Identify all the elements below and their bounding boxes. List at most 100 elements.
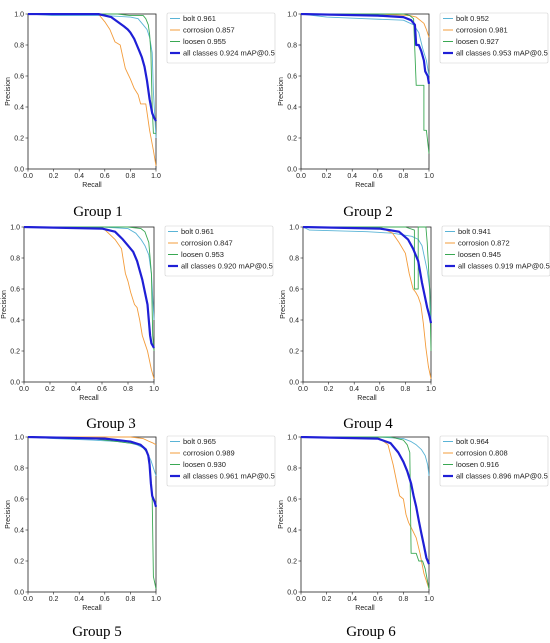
- y-tick-label: 0.0: [287, 589, 297, 596]
- y-axis-label: Precision: [278, 500, 285, 529]
- x-tick-label: 0.6: [97, 386, 107, 393]
- x-tick-label: 0.2: [45, 386, 55, 393]
- legend-label-corrosion: corrosion 0.808: [456, 449, 508, 458]
- x-tick-label: 1.0: [151, 173, 161, 180]
- series-line-all: [23, 226, 155, 349]
- y-tick-label: 0.4: [289, 317, 299, 324]
- curves-group: [300, 13, 430, 154]
- y-tick-label: 1.0: [14, 434, 24, 441]
- y-tick-label: 0.0: [287, 166, 297, 173]
- y-tick-label: 0.2: [287, 558, 297, 565]
- x-tick-label: 0.0: [296, 596, 306, 603]
- x-tick-label: 1.0: [149, 386, 159, 393]
- x-axis-label: Recall: [355, 605, 375, 612]
- y-tick-label: 0.4: [14, 104, 24, 111]
- legend-label-all: all classes 0.896 mAP@0.5: [456, 472, 548, 481]
- legend-label-bolt: bolt 0.965: [183, 437, 216, 446]
- x-tick-label: 0.2: [49, 173, 59, 180]
- y-tick-label: 0.8: [289, 255, 299, 262]
- x-tick-label: 0.8: [126, 173, 136, 180]
- legend: bolt 0.964 corrosion 0.808 loosen 0.916 all…: [439, 435, 549, 487]
- y-tick-label: 0.6: [10, 286, 20, 293]
- legend: bolt 0.961 corrosion 0.857 loosen 0.955 all…: [166, 12, 276, 64]
- y-axis-label: Precision: [5, 500, 12, 529]
- y-tick-label: 1.0: [287, 434, 297, 441]
- legend-box: [166, 435, 276, 487]
- legend-label-corrosion: corrosion 0.872: [458, 239, 510, 248]
- legend: bolt 0.961 corrosion 0.847 loosen 0.953 all…: [164, 225, 274, 277]
- series-line-loosen: [301, 13, 430, 154]
- legend-label-all: all classes 0.961 mAP@0.5: [183, 472, 275, 481]
- legend-box: [439, 435, 549, 487]
- legend: bolt 0.952 corrosion 0.981 loosen 0.927 all…: [439, 12, 549, 64]
- x-tick-label: 0.0: [23, 596, 33, 603]
- chart-caption: Group 1: [73, 204, 123, 220]
- plot-frame: [23, 226, 155, 383]
- legend-box: [441, 225, 550, 277]
- x-tick-label: 0.4: [349, 386, 359, 393]
- y-tick-label: 1.0: [289, 224, 299, 231]
- y-tick-label: 0.6: [287, 496, 297, 503]
- x-tick-label: 0.2: [324, 386, 334, 393]
- y-axis-label: Precision: [278, 77, 285, 106]
- legend: bolt 0.965 corrosion 0.989 loosen 0.930 all…: [166, 435, 276, 487]
- series-line-all: [300, 436, 430, 565]
- plot-frame: [302, 226, 432, 383]
- x-tick-label: 0.6: [100, 173, 110, 180]
- x-tick-label: 0.2: [322, 173, 332, 180]
- y-tick-label: 0.0: [14, 589, 24, 596]
- curves-group: [300, 436, 430, 590]
- y-tick-label: 0.8: [10, 255, 20, 262]
- x-tick-label: 0.0: [19, 386, 29, 393]
- legend-label-all: all classes 0.919 mAP@0.5: [458, 262, 550, 271]
- x-tick-label: 0.4: [347, 173, 357, 180]
- plot-frame: [27, 13, 157, 170]
- series-line-all: [28, 13, 157, 122]
- x-tick-label: 0.8: [401, 386, 411, 393]
- y-axis-label: Precision: [5, 77, 12, 106]
- y-tick-label: 0.6: [14, 496, 24, 503]
- chart-panel-1: 0.0 0.2 0.4 0.6 0.8 1.0 0.0 0.2 0.4 0.6 0.8 1.0 Reca…: [5, 11, 276, 220]
- series-line-loosen: [24, 226, 155, 352]
- legend-label-bolt: bolt 0.941: [458, 227, 491, 236]
- y-tick-label: 0.4: [287, 104, 297, 111]
- x-tick-label: 0.4: [71, 386, 81, 393]
- x-axis-label: Recall: [79, 395, 99, 402]
- y-tick-label: 0.8: [287, 42, 297, 49]
- x-tick-label: 0.0: [298, 386, 308, 393]
- chart-panel-2: 0.0 0.2 0.4 0.6 0.8 1.0 0.0 0.2 0.4 0.6 0.8 1.0 Reca…: [278, 11, 549, 220]
- x-axis-label: Recall: [82, 605, 102, 612]
- x-tick-label: 0.8: [399, 596, 409, 603]
- y-tick-label: 0.4: [287, 527, 297, 534]
- legend-label-loosen: loosen 0.945: [458, 250, 501, 259]
- series-line-bolt: [301, 436, 430, 476]
- legend-label-loosen: loosen 0.930: [183, 460, 226, 469]
- legend-label-corrosion: corrosion 0.857: [183, 26, 235, 35]
- plot-frame: [27, 436, 157, 593]
- series-line-corrosion: [301, 436, 430, 590]
- x-tick-label: 0.0: [296, 173, 306, 180]
- y-tick-label: 0.8: [287, 465, 297, 472]
- x-tick-label: 1.0: [151, 596, 161, 603]
- y-tick-label: 0.4: [10, 317, 20, 324]
- series-line-corrosion: [303, 226, 432, 379]
- series-line-bolt: [27, 13, 157, 139]
- x-tick-label: 0.0: [23, 173, 33, 180]
- series-line-all: [27, 436, 157, 508]
- y-axis-label: Precision: [1, 290, 8, 319]
- series-line-corrosion: [28, 13, 157, 166]
- curves-group: [302, 226, 432, 379]
- legend-label-corrosion: corrosion 0.989: [183, 449, 235, 458]
- series-line-all: [300, 13, 430, 84]
- chart-caption: Group 4: [343, 416, 393, 432]
- y-tick-label: 0.2: [14, 558, 24, 565]
- legend-label-all: all classes 0.924 mAP@0.5: [183, 49, 275, 58]
- curves-group: [27, 13, 157, 166]
- legend-label-all: all classes 0.953 mAP@0.5: [456, 49, 548, 58]
- y-tick-label: 0.0: [10, 379, 20, 386]
- legend-label-corrosion: corrosion 0.981: [456, 26, 508, 35]
- legend: bolt 0.941 corrosion 0.872 loosen 0.945 all…: [441, 225, 550, 277]
- x-tick-label: 0.6: [375, 386, 385, 393]
- chart-panel-3: 0.0 0.2 0.4 0.6 0.8 1.0 0.0 0.2 0.4 0.6 0.8 1.0 Reca…: [1, 224, 274, 432]
- x-tick-label: 0.4: [347, 596, 357, 603]
